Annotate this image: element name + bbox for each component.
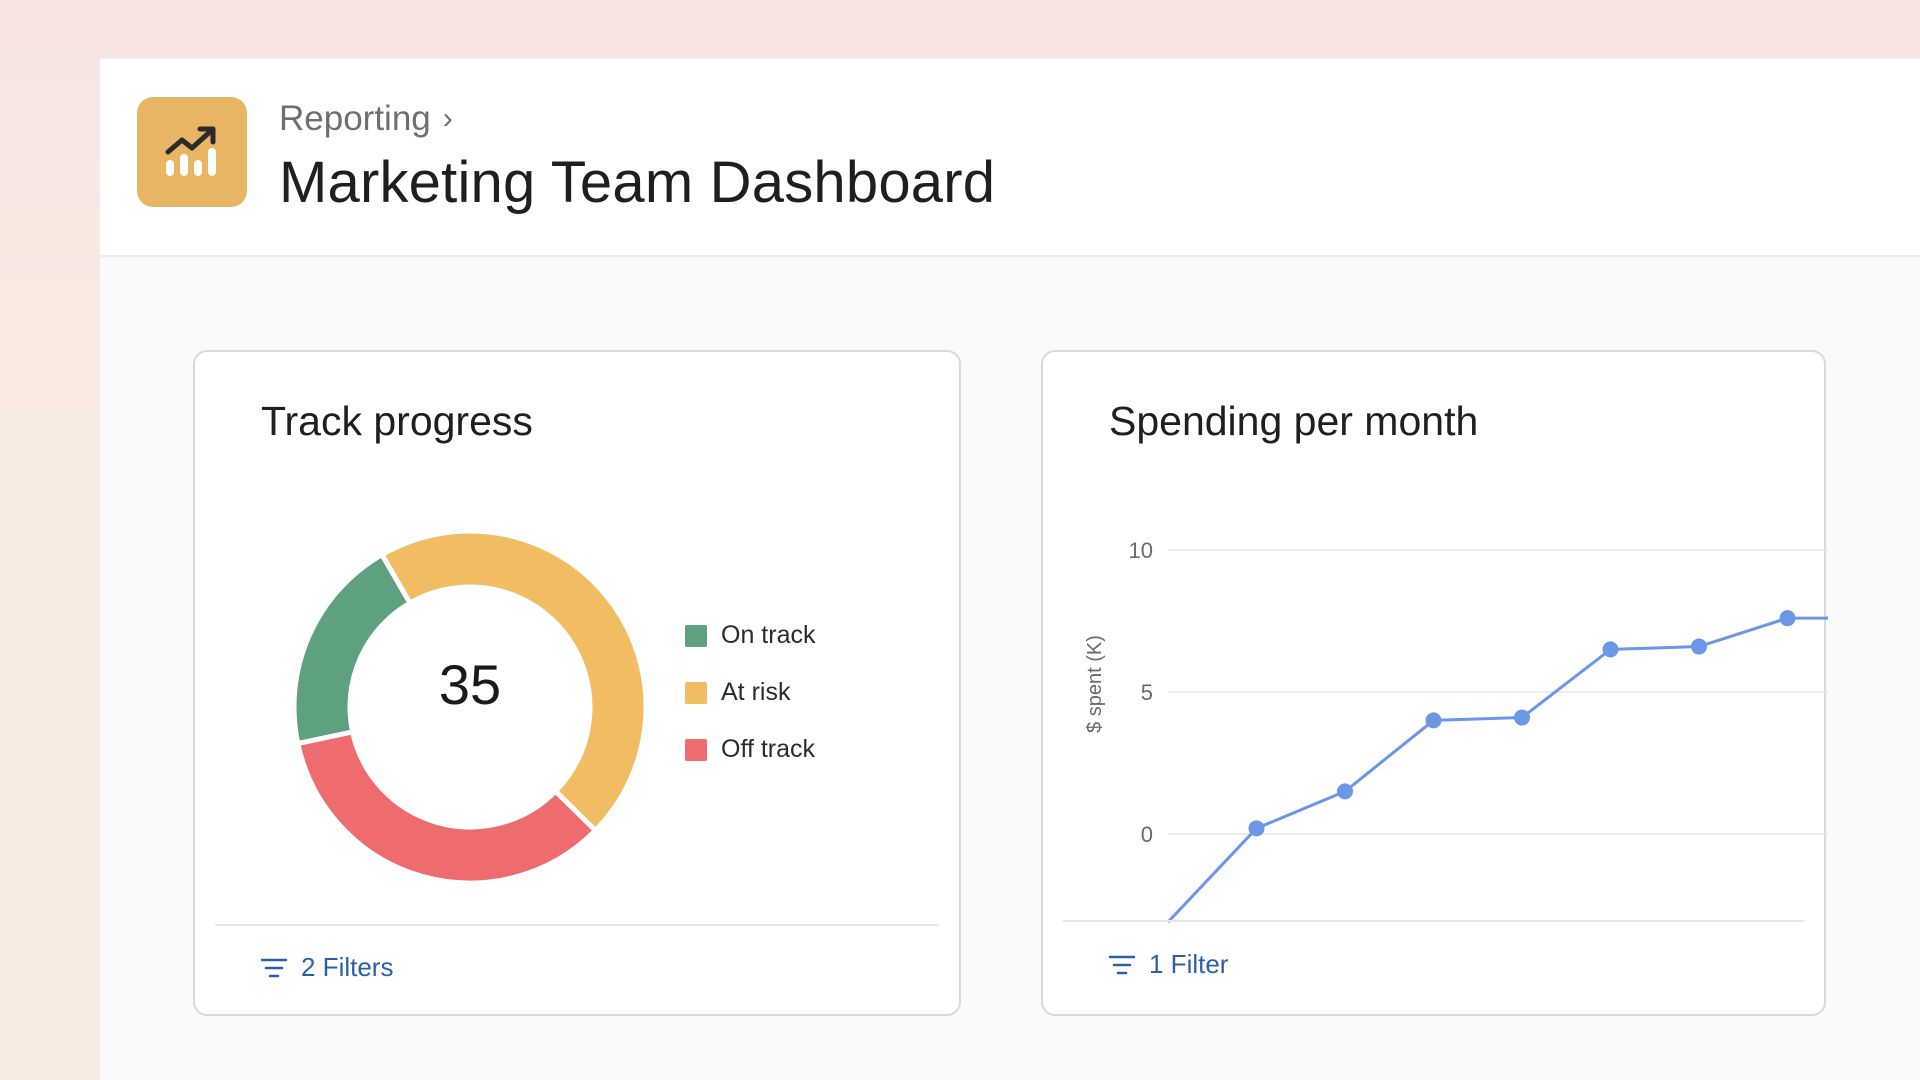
breadcrumb: Reporting ›	[279, 99, 453, 139]
y-tick-label: 5	[1141, 680, 1153, 705]
donut-slice-off-track[interactable]	[294, 728, 599, 886]
legend-swatch	[685, 624, 707, 647]
card-title: Spending per month	[1109, 398, 1479, 444]
legend-label: At risk	[721, 678, 791, 706]
filter-icon	[261, 958, 287, 977]
data-point[interactable]	[1602, 641, 1619, 658]
page-header: Reporting › Marketing Team Dashboard	[100, 59, 1920, 257]
filters-button[interactable]: 2 Filters	[261, 952, 393, 983]
data-point[interactable]	[1248, 820, 1265, 837]
chart-legend: On track At risk Off track	[685, 607, 815, 778]
spending-per-month-card[interactable]: Spending per month 0 5 10 $ spent (K) 1 Fil…	[1041, 350, 1828, 1016]
track-progress-card[interactable]: Track progress 35 On track At risk Off t…	[193, 350, 961, 1016]
legend-label: On track	[721, 621, 816, 649]
y-tick-label: 10	[1129, 538, 1153, 563]
legend-item-off-track[interactable]: Off track	[685, 721, 815, 778]
filter-button[interactable]: 1 Filter	[1109, 949, 1228, 980]
page-title: Marketing Team Dashboard	[279, 150, 996, 215]
filters-label: 2 Filters	[301, 952, 394, 982]
donut-chart	[291, 528, 649, 886]
legend-swatch	[685, 738, 707, 761]
line-chart: 0 5 10 $ spent (K)	[1084, 538, 1828, 924]
y-tick-label: 0	[1141, 822, 1153, 847]
chart-trend-icon	[137, 97, 247, 207]
app-window: Reporting › Marketing Team Dashboard Tra…	[100, 59, 1920, 1080]
legend-label: Off track	[721, 735, 816, 763]
data-point[interactable]	[1691, 638, 1707, 655]
spending-series-line	[1166, 616, 1828, 924]
data-point[interactable]	[1337, 783, 1353, 800]
breadcrumb-reporting-link[interactable]: Reporting	[279, 99, 431, 138]
donut-slice-at-risk[interactable]	[378, 528, 649, 835]
legend-swatch	[685, 681, 707, 704]
filter-icon	[1109, 955, 1135, 974]
legend-item-at-risk[interactable]: At risk	[685, 664, 815, 721]
y-axis-label: $ spent (K)	[1084, 635, 1106, 733]
card-divider	[215, 924, 939, 926]
card-title: Track progress	[261, 398, 533, 444]
data-point[interactable]	[1514, 709, 1530, 726]
data-point[interactable]	[1779, 610, 1796, 627]
legend-item-on-track[interactable]: On track	[685, 607, 815, 664]
card-divider	[1063, 920, 1804, 922]
filter-label: 1 Filter	[1149, 949, 1229, 979]
data-point[interactable]	[1425, 712, 1442, 729]
chevron-right-icon: ›	[442, 102, 453, 135]
donut-total-value: 35	[438, 653, 502, 716]
